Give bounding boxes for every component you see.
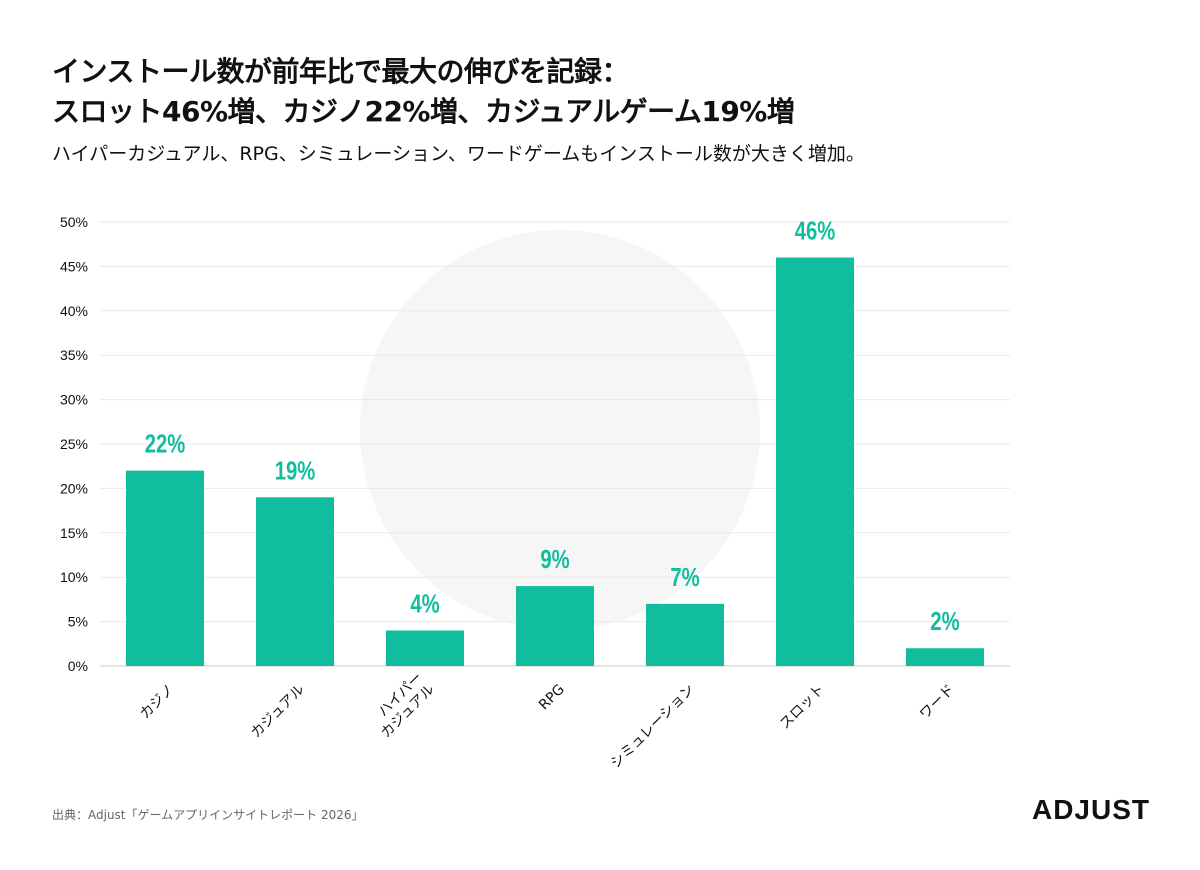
bar bbox=[646, 603, 724, 666]
chart-title-line-1: インストール数が前年比で最大の伸びを記録： bbox=[52, 55, 629, 88]
x-tick-label-line: ワード bbox=[917, 682, 958, 723]
chart-title: インストール数が前年比で最大の伸びを記録： スロット46%増、カジノ22%増、カ… bbox=[52, 52, 795, 132]
y-tick-label: 40% bbox=[60, 303, 88, 319]
data-label: 22% bbox=[145, 429, 186, 458]
x-tick-label: シミュレーション bbox=[608, 682, 698, 772]
data-labels: 22% 19% 4% 9% 7% 46% 2% bbox=[145, 216, 960, 636]
x-tick-label: RPG bbox=[536, 682, 568, 714]
chart-title-line-2: スロット46%増、カジノ22%増、カジュアルゲーム19%増 bbox=[52, 95, 795, 128]
bar bbox=[256, 497, 334, 666]
bars bbox=[126, 257, 984, 666]
x-tick-label: カジノ bbox=[137, 682, 178, 723]
source-note: 出典：Adjust「ゲームアプリインサイトレポート 2026」 bbox=[52, 808, 364, 822]
background-watermark bbox=[360, 230, 760, 630]
data-label: 9% bbox=[540, 545, 570, 574]
x-tick-label-line: カジノ bbox=[137, 682, 178, 723]
x-tick-label-line: カジュアル bbox=[248, 682, 308, 742]
y-tick-label: 10% bbox=[60, 569, 88, 585]
x-tick-label-line: シミュレーション bbox=[608, 682, 698, 772]
x-tick-label: スロット bbox=[777, 682, 828, 733]
y-tick-label: 15% bbox=[60, 525, 88, 541]
y-tick-label: 5% bbox=[68, 614, 88, 630]
y-tick-label: 45% bbox=[60, 258, 88, 274]
x-tick-label: ハイパーカジュアル bbox=[375, 669, 438, 741]
data-label: 2% bbox=[930, 607, 960, 636]
bar bbox=[906, 648, 984, 666]
x-axis-labels: カジノ カジュアル ハイパーカジュアル RPG シミュレーション スロット ワード bbox=[137, 669, 958, 771]
y-tick-label: 30% bbox=[60, 392, 88, 408]
y-tick-label: 50% bbox=[60, 214, 88, 230]
y-tick-label: 25% bbox=[60, 436, 88, 452]
x-tick-label-line: RPG bbox=[536, 682, 568, 714]
bar bbox=[126, 470, 204, 666]
x-tick-label: ワード bbox=[917, 682, 958, 723]
y-axis-ticks: 0% 5% 10% 15% 20% 25% 30% 35% 40% 45% 50% bbox=[60, 214, 88, 674]
data-label: 7% bbox=[670, 562, 700, 591]
y-tick-label: 20% bbox=[60, 480, 88, 496]
data-label: 4% bbox=[410, 589, 440, 618]
y-tick-label: 0% bbox=[68, 658, 88, 674]
bar bbox=[386, 630, 464, 666]
bar bbox=[516, 586, 594, 666]
bar bbox=[776, 257, 854, 666]
x-tick-label-line: スロット bbox=[777, 682, 828, 733]
brand-logo: ADJUST bbox=[1031, 794, 1150, 825]
chart-subtitle: ハイパーカジュアル、RPG、シミュレーション、ワードゲームもインストール数が大き… bbox=[52, 143, 865, 165]
y-tick-label: 35% bbox=[60, 347, 88, 363]
data-label: 19% bbox=[275, 456, 316, 485]
x-tick-label: カジュアル bbox=[248, 682, 308, 742]
data-label: 46% bbox=[795, 216, 836, 245]
